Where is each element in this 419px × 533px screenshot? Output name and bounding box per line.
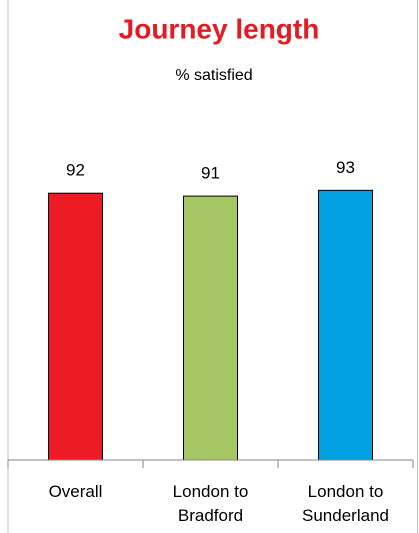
x-tick-label: London to Sunderland [302,482,389,525]
bar [318,189,373,461]
data-label: 93 [336,158,355,177]
bar [48,192,103,461]
chart-subtitle: % satisfied [175,67,252,84]
data-label: 92 [66,161,85,180]
data-label: 91 [201,164,220,183]
x-tick-label: London to Bradford [172,482,249,525]
chart-title: Journey length [119,13,320,44]
x-tick-label: Overall [48,482,103,501]
bar [183,195,238,461]
